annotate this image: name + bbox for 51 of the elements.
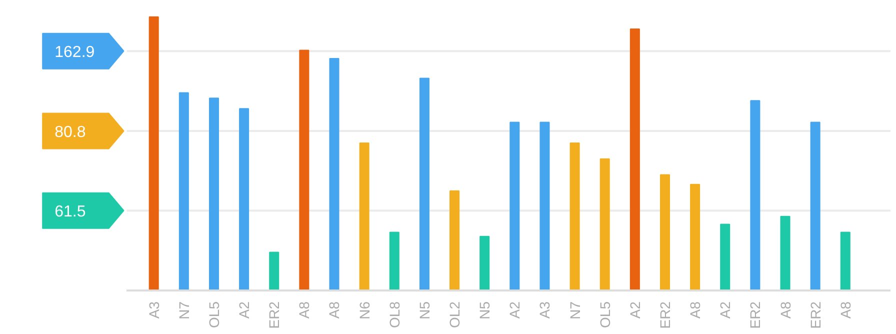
x-tick-label: A3 xyxy=(536,301,553,319)
x-tick-label: A8 xyxy=(837,301,854,319)
bar xyxy=(299,50,310,290)
bar xyxy=(750,100,760,290)
bar xyxy=(419,78,430,290)
x-tick-label: A2 xyxy=(717,301,734,319)
bar xyxy=(780,216,790,290)
x-tick-label: A2 xyxy=(236,301,252,319)
x-tick-label: N7 xyxy=(176,301,192,320)
bar xyxy=(690,184,700,290)
x-tick-label: ER2 xyxy=(807,301,824,329)
bar xyxy=(810,122,820,290)
bar xyxy=(389,232,400,290)
x-tick-label: N5 xyxy=(416,301,432,320)
x-tick-label: A8 xyxy=(296,301,312,319)
text: 80.8 xyxy=(54,124,86,141)
bar xyxy=(570,142,580,290)
bar xyxy=(239,108,250,290)
bar xyxy=(329,58,340,290)
text: 162.9 xyxy=(54,44,95,62)
x-tick-label: A8 xyxy=(687,301,704,319)
bar xyxy=(208,98,219,290)
bar xyxy=(600,158,610,290)
x-tick-label: N7 xyxy=(566,301,583,320)
bar xyxy=(269,252,280,290)
x-tick-label: OL5 xyxy=(206,301,222,328)
x-tick-label: OL5 xyxy=(596,301,613,328)
x-tick-label: A3 xyxy=(146,301,162,319)
bar xyxy=(450,190,460,290)
x-tick-label: A8 xyxy=(326,301,342,319)
x-tick-label: A2 xyxy=(626,301,643,319)
bar xyxy=(840,232,850,290)
x-tick-label: A2 xyxy=(506,301,523,319)
x-tick-label: OL8 xyxy=(386,301,402,328)
bar xyxy=(178,92,189,290)
x-tick-label: ER2 xyxy=(266,301,282,329)
bar xyxy=(660,174,670,290)
x-tick-label: N5 xyxy=(476,301,493,320)
x-tick-label: OL2 xyxy=(446,301,463,328)
bar xyxy=(359,142,370,290)
bar xyxy=(480,236,490,290)
bar xyxy=(720,224,730,290)
text: 61.5 xyxy=(54,204,86,221)
x-tick-label: ER2 xyxy=(747,301,764,329)
bar xyxy=(510,122,520,290)
bar xyxy=(630,28,640,290)
x-tick-label: A8 xyxy=(777,301,794,319)
bar xyxy=(148,16,159,290)
x-tick-label: N6 xyxy=(356,301,372,320)
bar xyxy=(540,122,550,290)
x-tick-label: ER2 xyxy=(656,301,673,329)
